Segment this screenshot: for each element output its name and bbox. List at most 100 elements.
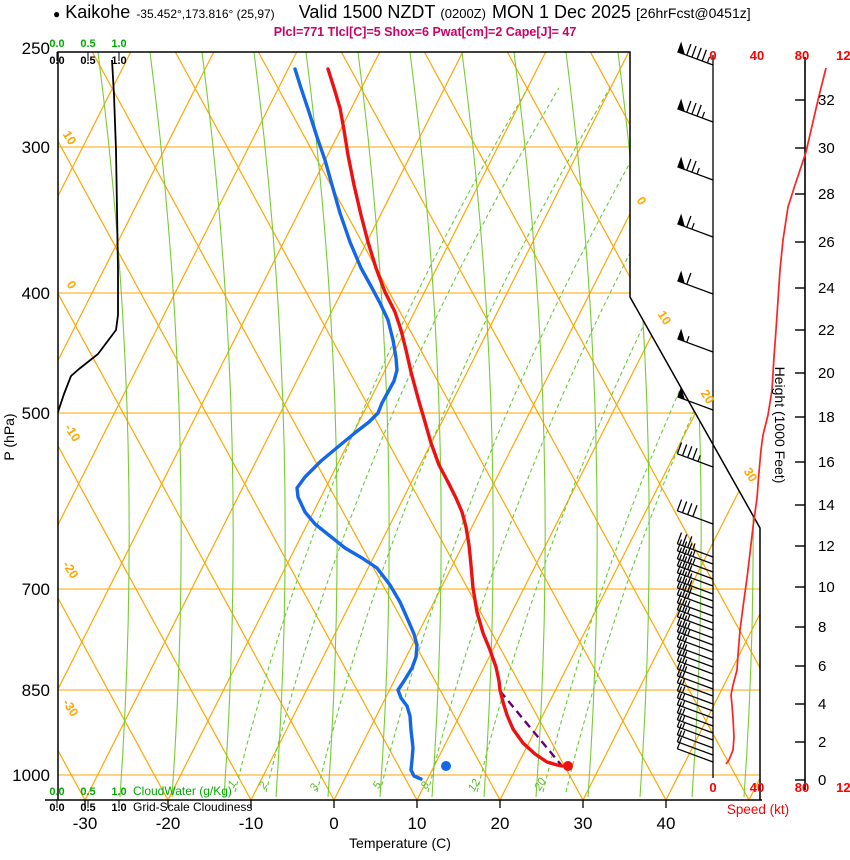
- mixing-ratio-label: 8: [419, 779, 433, 791]
- wind-barb-shaft: [677, 638, 714, 653]
- speed-tick-label: 120: [836, 780, 850, 795]
- wind-barb: [676, 605, 714, 631]
- height-axis-title: Height (1000 Feet): [772, 367, 788, 484]
- wind-barb-full: [681, 444, 688, 456]
- tick-labels: 0246810121416182022242628303200404080801…: [12, 38, 850, 833]
- pressure-tick-label: 850: [22, 681, 50, 700]
- cloud-scale-label: 0.0: [49, 786, 64, 798]
- moist-adiabat-line: [513, 52, 546, 798]
- wind-barb-shaft: [677, 726, 714, 741]
- pressure-tick-label: 300: [22, 138, 50, 157]
- station-name: Kaikohe: [65, 2, 131, 22]
- wind-barb-half: [687, 600, 691, 607]
- temperature-tick-label: -30: [73, 814, 98, 833]
- wind-barb-shaft: [677, 580, 714, 595]
- wind-barb-full: [687, 565, 693, 577]
- wind-barb-full: [687, 558, 693, 570]
- wind-barb: [676, 539, 714, 565]
- wind-barb-full: [681, 622, 688, 634]
- moist-adiabat-line: [357, 52, 390, 798]
- wind-barb-full: [676, 715, 683, 728]
- wind-barb: [676, 642, 714, 668]
- isotherm-line: [58, 52, 215, 800]
- wind-barb-half: [687, 622, 691, 629]
- moist-adiabat-line: [253, 52, 286, 798]
- cloud-scale-label: 0.0: [49, 55, 64, 67]
- wind-barb-full: [676, 686, 683, 699]
- height-tick-label: 0: [818, 772, 826, 789]
- cloud-scale-label: 0.0: [49, 802, 64, 814]
- moist-adiabat-line: [721, 52, 754, 798]
- wind-barb-full: [687, 503, 693, 515]
- wind-barb-half: [696, 167, 700, 175]
- wind-barb-full: [686, 100, 692, 113]
- dry-adiabat-line: [174, 52, 584, 800]
- dry-adiabat-line: [340, 52, 750, 800]
- wind-barb-full: [676, 547, 683, 560]
- wind-barb-full: [676, 657, 683, 670]
- wind-barb-shaft: [677, 690, 714, 705]
- isotherm-line: [84, 52, 464, 800]
- wind-barb-full: [681, 549, 688, 561]
- wind-barb-full: [676, 708, 683, 721]
- wind-barb-full: [676, 620, 683, 633]
- isotherm-line: [58, 52, 132, 800]
- speed-tick-label: 80: [795, 48, 809, 63]
- wind-barb-full: [676, 569, 683, 582]
- wind-barb: [677, 386, 714, 411]
- stability-indices: Plcl=771 Tlcl[C]=5 Shox=6 Pwat[cm]=2 Cap…: [273, 25, 577, 39]
- wind-barb: [676, 627, 714, 653]
- isotherm-label: 20: [698, 387, 717, 406]
- wind-barb: [677, 41, 714, 66]
- wind-barb-half: [701, 111, 706, 119]
- wind-barb-shaft: [677, 587, 714, 602]
- wind-barb: [676, 723, 714, 749]
- wind-barb-shaft: [677, 594, 714, 609]
- wind-barb: [676, 657, 714, 683]
- wind-barb: [676, 442, 714, 468]
- wind-barb-half: [686, 335, 690, 343]
- wind-barb-full: [687, 543, 693, 555]
- wind-barb: [676, 591, 714, 617]
- wind-barb-full: [687, 551, 693, 563]
- wind-barb-pennant: [677, 386, 685, 400]
- isotherm-line: [333, 52, 713, 800]
- wind-barb-full: [676, 561, 683, 574]
- dry-adiabat-line: [423, 52, 760, 800]
- wind-barb: [676, 598, 714, 624]
- height-tick-label: 2: [818, 734, 826, 751]
- height-tick-label: 14: [818, 497, 835, 514]
- wind-barb-half: [681, 678, 686, 685]
- wind-barb-shaft: [677, 565, 714, 580]
- moist-adiabat-line: [305, 52, 338, 798]
- wind-barb: [677, 156, 714, 181]
- wind-barb-full: [676, 576, 683, 589]
- wind-barb-full: [681, 637, 688, 649]
- wind-barb: [676, 576, 714, 602]
- wind-barb-full: [676, 693, 683, 706]
- wind-barb-shaft: [677, 734, 714, 749]
- speed-axis-title: Speed (kt): [727, 802, 789, 817]
- wind-barb-half: [692, 550, 696, 557]
- wind-barb-half: [687, 614, 691, 621]
- wind-barb-full: [676, 642, 683, 655]
- mixing-ratio-line: [427, 87, 722, 793]
- wind-barb: [676, 547, 714, 573]
- cloud-scale-label: 0.5: [80, 55, 95, 67]
- wind-barb-full: [676, 664, 683, 677]
- height-tick-label: 26: [818, 234, 835, 251]
- wind-barb-full: [681, 585, 688, 597]
- wind-barb: [676, 561, 714, 587]
- wind-barb-shaft: [677, 510, 714, 525]
- wind-barb-full: [676, 591, 683, 604]
- wind-barb-full: [691, 160, 697, 173]
- mixing-ratio-line: [565, 87, 760, 793]
- wind-barb-full: [681, 556, 688, 568]
- wind-barb-full: [676, 701, 683, 714]
- wind-barb-full: [681, 593, 688, 605]
- wind-barb: [676, 701, 714, 727]
- moist-adiabat-line: [565, 52, 598, 798]
- height-tick-label: 8: [818, 619, 826, 636]
- station-coordinates: -35.452°,173.816° (25,97): [136, 7, 275, 21]
